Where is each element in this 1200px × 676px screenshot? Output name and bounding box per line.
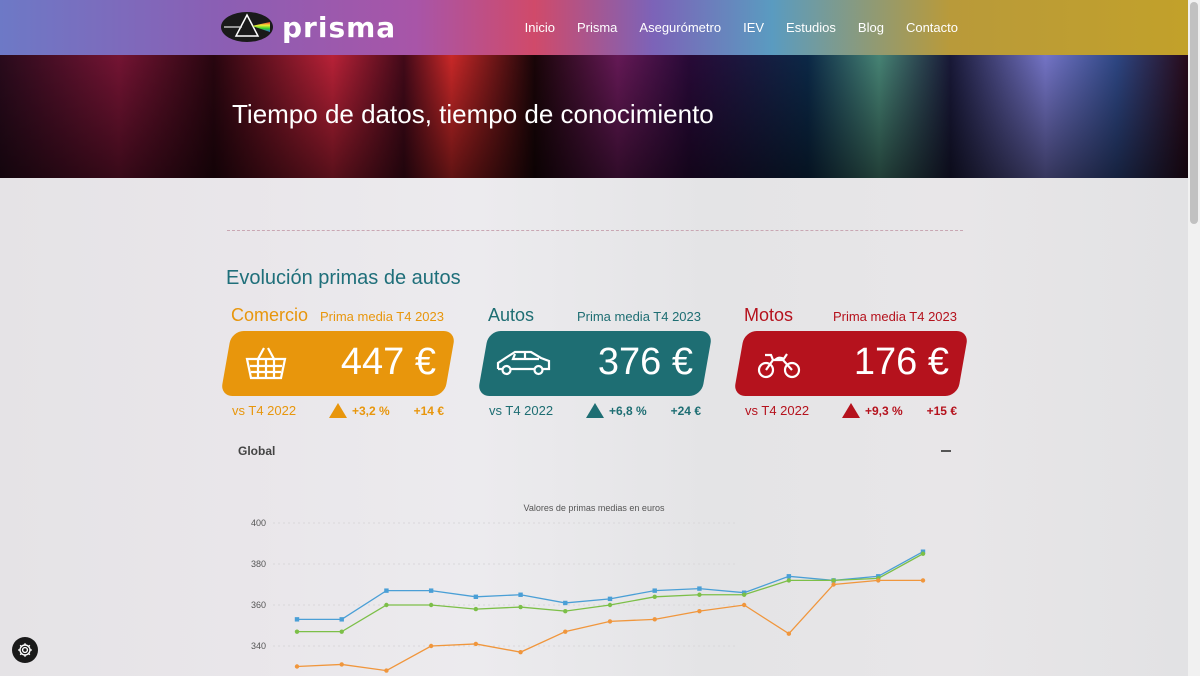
card-price: 176 € [853,341,949,383]
page-scrollbar[interactable] [1188,0,1200,676]
top-navigation-bar: prisma Inicio Prisma Asegurómetro IEV Es… [0,0,1188,55]
premium-card-comercio: Comercio Prima media T4 2023 447 € vs T4… [220,305,456,418]
shopping-basket-icon [245,347,287,380]
card-subtitle: Prima media T4 2023 [319,309,444,324]
increase-triangle-icon [586,403,604,418]
series-line-2 [296,579,923,672]
card-subtitle: Prima media T4 2023 [832,309,957,324]
data-point[interactable] [697,608,702,614]
hero-title: Tiempo de datos, tiempo de conocimiento [232,99,714,129]
main-nav: Inicio Prisma Asegurómetro IEV Estudios … [503,20,958,35]
data-point[interactable] [473,641,479,647]
data-point[interactable] [428,602,434,608]
nav-item-iev[interactable]: IEV [743,20,765,35]
hero-banner: Tiempo de datos, tiempo de conocimiento [0,55,1188,178]
card-eur-change: +15 € [926,404,957,418]
card-subtitle: Prima media T4 2023 [576,309,701,324]
data-point[interactable] [339,617,344,622]
card-name: Motos [744,305,794,325]
y-tick-label: 400 [251,518,266,528]
data-point[interactable] [607,596,613,602]
data-point[interactable] [652,617,657,622]
nav-item-inicio[interactable]: Inicio [524,20,555,35]
premium-card-autos: Autos Prima media T4 2023 376 € vs T4 20… [477,305,713,418]
nav-item-estudios[interactable]: Estudios [786,20,836,35]
section-title: Evolución primas de autos [226,267,461,289]
data-point[interactable] [920,578,926,583]
divider [227,230,963,231]
data-point[interactable] [786,578,792,583]
data-point[interactable] [786,574,792,579]
logo-text: prisma [282,10,397,44]
premium-card-motos: Motos Prima media T4 2023 176 € vs T4 20… [733,305,969,418]
data-point[interactable] [384,668,389,673]
car-icon [496,350,551,376]
nav-item-contacto[interactable]: Contacto [905,20,958,35]
settings-button[interactable] [12,637,38,663]
data-point[interactable] [697,586,702,591]
data-point[interactable] [339,629,344,634]
data-point[interactable] [741,592,747,597]
prism-eye-icon [221,12,273,42]
premium-line-chart: Valores de primas medias en euros 400 380… [238,498,968,676]
data-point[interactable] [741,602,747,608]
data-point[interactable] [428,643,434,649]
series-line-0 [297,551,924,620]
card-pct-change: +3,2 % [352,404,390,418]
global-section-label: Global [238,444,276,458]
nav-item-blog[interactable]: Blog [857,20,884,35]
data-point[interactable] [428,588,434,593]
card-vs-label: vs T4 2022 [232,403,297,418]
card-vs-label: vs T4 2022 [745,403,810,418]
data-point[interactable] [518,649,523,655]
data-point[interactable] [697,592,702,597]
data-point[interactable] [294,629,300,634]
card-pct-change: +9,3 % [865,404,903,418]
gear-icon [18,643,32,657]
data-point[interactable] [384,602,389,608]
data-point[interactable] [786,631,792,636]
data-point[interactable] [831,578,836,583]
increase-triangle-icon [842,403,860,418]
scrollbar-thumb[interactable] [1190,2,1198,224]
brand-logo[interactable]: prisma [220,10,396,44]
data-point[interactable] [652,588,657,593]
data-point[interactable] [607,602,613,608]
data-point[interactable] [473,606,479,612]
data-point[interactable] [294,664,300,669]
card-price: 376 € [597,341,693,383]
chart-svg: 400 380 360 340 [251,518,926,673]
data-point[interactable] [563,600,568,606]
data-point[interactable] [876,578,881,583]
motorcycle-icon [757,353,801,379]
nav-item-prisma[interactable]: Prisma [576,20,618,35]
data-point[interactable] [920,551,926,556]
collapse-icon[interactable] [941,450,951,452]
card-pct-change: +6,8 % [609,404,647,418]
data-point[interactable] [339,662,344,667]
data-point[interactable] [607,619,613,624]
data-point[interactable] [563,608,568,614]
y-tick-label: 340 [251,641,266,651]
data-point[interactable] [384,588,389,593]
data-point[interactable] [473,594,479,599]
data-point[interactable] [294,617,300,622]
card-name: Comercio [231,305,309,325]
card-eur-change: +24 € [670,404,701,418]
data-point[interactable] [518,604,523,610]
data-point[interactable] [518,592,523,597]
data-point[interactable] [831,582,836,587]
main-content: Evolución primas de autos Comercio Prima… [0,178,1188,676]
card-name: Autos [488,305,535,325]
chart-title: Valores de primas medias en euros [523,503,665,513]
y-tick-label: 360 [251,600,266,610]
card-eur-change: +14 € [413,404,444,418]
nav-item-asegurometro[interactable]: Asegurómetro [639,20,722,35]
increase-triangle-icon [329,403,347,418]
data-point[interactable] [563,629,568,634]
y-tick-label: 380 [251,559,266,569]
card-price: 447 € [340,341,436,383]
card-vs-label: vs T4 2022 [489,403,554,418]
data-point[interactable] [652,594,657,599]
